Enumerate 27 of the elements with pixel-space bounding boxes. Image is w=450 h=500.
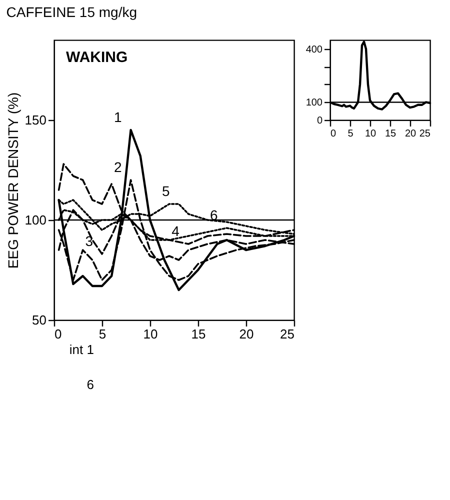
- y-tick-label: 50: [32, 312, 46, 328]
- annotation: 4: [172, 223, 180, 239]
- x-tick-label: 15: [384, 128, 396, 140]
- x-tick-label: 15: [191, 326, 206, 342]
- chart-title: CAFFEINE 15 mg/kg: [6, 4, 138, 20]
- x-tick-label: 10: [364, 128, 376, 140]
- annotation: 5: [162, 183, 170, 199]
- x-tick-label: 25: [280, 326, 294, 342]
- annotation: 2: [114, 159, 122, 175]
- x-tick-label: 5: [98, 326, 106, 342]
- x-tick-label: 0: [54, 326, 62, 342]
- y-tick-label: 100: [306, 98, 323, 109]
- y-tick-label: 400: [306, 44, 323, 56]
- annotation: 1: [114, 109, 122, 125]
- text: int 1: [69, 342, 94, 357]
- x-tick-label: 20: [239, 326, 254, 342]
- y-axis-title: EEG POWER DENSITY (%): [4, 92, 21, 269]
- x-tick-label: 20: [404, 128, 416, 140]
- x-tick-label: 5: [348, 128, 354, 140]
- text: 6: [86, 377, 94, 392]
- x-tick-label: 10: [143, 326, 158, 342]
- annotation: WAKING: [66, 49, 128, 66]
- y-tick-label: 0: [316, 116, 323, 126]
- y-tick-label: 100: [24, 212, 46, 228]
- x-tick-label: 25: [419, 128, 431, 140]
- x-tick-label: 0: [330, 128, 336, 140]
- y-tick-label: 150: [24, 112, 46, 128]
